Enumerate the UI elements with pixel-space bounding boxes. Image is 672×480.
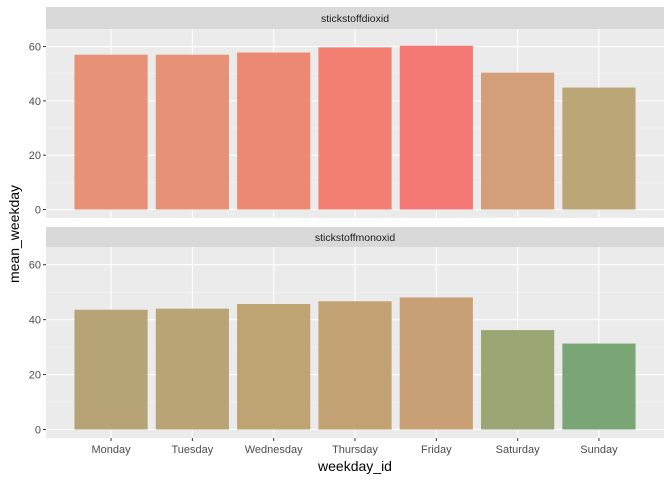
bar-stickstoffmonoxid-sunday: [562, 343, 636, 430]
y-tick-label: 40: [29, 315, 41, 327]
x-tick-label-thursday: Thursday: [332, 444, 378, 456]
y-tick-label: 60: [29, 260, 41, 272]
y-tick-label: 20: [29, 370, 41, 382]
y-tick-label: 40: [29, 96, 41, 108]
facet-strip-label: stickstoffmonoxid: [315, 232, 395, 244]
facet-panel-stickstoffmonoxid: stickstoffmonoxid 0 20 40 60: [29, 227, 664, 438]
facet-panel-stickstoffdioxid: stickstoffdioxid 0 20 40 60: [29, 7, 664, 218]
facet-strip: [46, 227, 664, 247]
x-axis: Monday Tuesday Wednesday Thursday Friday Satu…: [91, 438, 618, 456]
bar-stickstoffdioxid-friday: [399, 45, 473, 210]
facet-panels: stickstoffdioxid0204060stickstoffmonoxid…: [29, 7, 664, 438]
bar-stickstoffdioxid-monday: [74, 54, 148, 210]
x-tick-label-wednesday: Wednesday: [245, 444, 303, 456]
y-tick-label: 0: [35, 205, 41, 217]
facet-strip: [46, 7, 664, 29]
bar-stickstoffmonoxid-tuesday: [155, 308, 229, 430]
bar-stickstoffmonoxid-saturday: [481, 330, 555, 430]
bar-stickstoffdioxid-wednesday: [237, 52, 311, 210]
bar-stickstoffmonoxid-thursday: [318, 301, 392, 430]
x-tick-label-sunday: Sunday: [580, 444, 618, 456]
x-tick-label-tuesday: Tuesday: [171, 444, 213, 456]
bar-stickstoffmonoxid-monday: [74, 309, 148, 430]
y-tick-label: 60: [29, 42, 41, 54]
x-axis-title: weekday_id: [317, 458, 392, 474]
bar-stickstoffdioxid-thursday: [318, 47, 392, 210]
y-tick-label: 20: [29, 150, 41, 162]
x-tick-label-saturday: Saturday: [496, 444, 541, 456]
bar-stickstoffdioxid-sunday: [562, 87, 636, 210]
facet-strip-label: stickstoffdioxid: [321, 13, 389, 25]
y-axis-title: mean_weekday: [6, 185, 22, 283]
x-tick-label-friday: Friday: [421, 444, 452, 456]
bar-stickstoffdioxid-tuesday: [155, 54, 229, 210]
bar-stickstoffmonoxid-wednesday: [237, 304, 311, 430]
bar-stickstoffmonoxid-friday: [399, 297, 473, 430]
bar-stickstoffdioxid-saturday: [481, 72, 555, 210]
x-tick-label-monday: Monday: [91, 444, 131, 456]
y-tick-label: 0: [35, 425, 41, 437]
